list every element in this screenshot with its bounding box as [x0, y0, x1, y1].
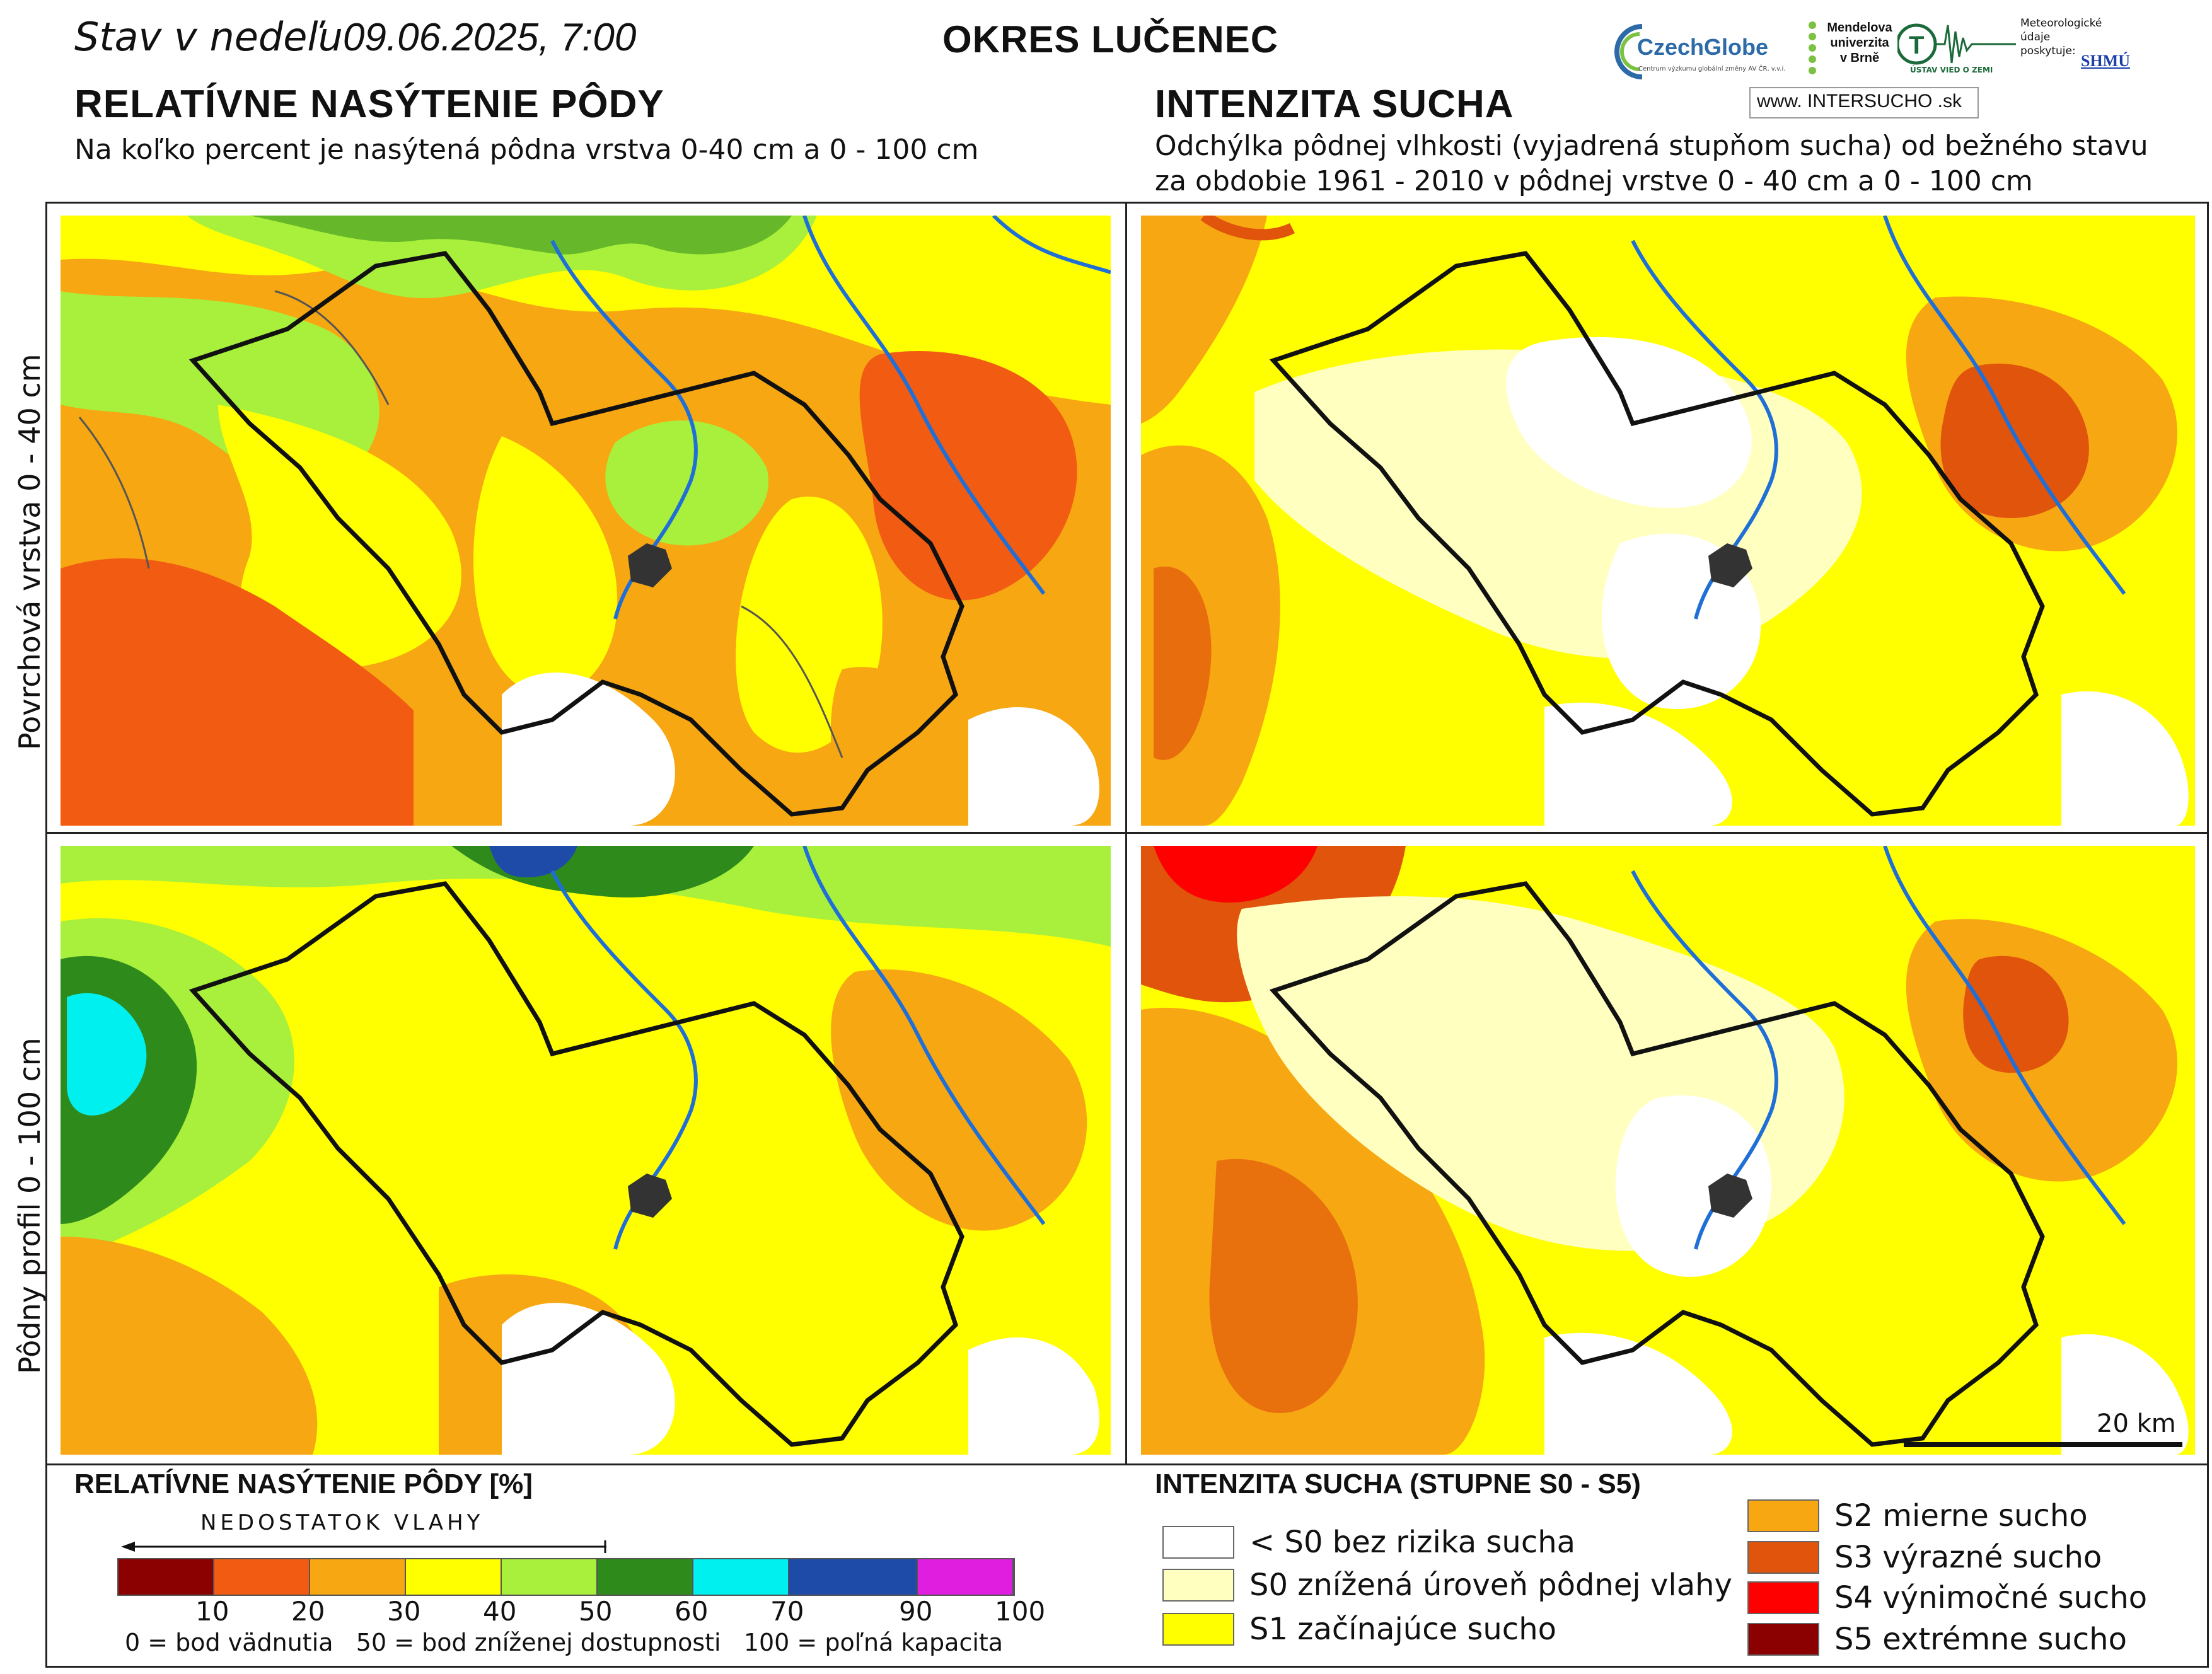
- shmu-text: SHMÚ: [2081, 52, 2130, 70]
- map-drought-topsoil: [1141, 216, 2195, 826]
- legend-label: < S0 bez rizika sucha: [1249, 1525, 1576, 1560]
- tick-label: 100: [995, 1596, 1046, 1627]
- tick-label: 70: [770, 1596, 804, 1627]
- legend-swatch: [1162, 1613, 1234, 1646]
- czechglobe-logo: CzechGlobe Centrum výzkumu globální změn…: [1611, 20, 1793, 89]
- scale-label: 20 km: [2097, 1409, 2176, 1438]
- right-title: INTENZITA SUCHA: [1155, 83, 1514, 126]
- panel-divider-legend: [45, 1463, 2209, 1465]
- seismograph-icon: T: [1897, 23, 2016, 65]
- date-label: Stav v nedeľu09.06.2025, 7:00: [74, 14, 636, 60]
- row-label-top: Povrchová vrstva 0 - 40 cm: [13, 354, 47, 750]
- intersucho-logo[interactable]: www. INTERSUCHO .sk: [1749, 87, 1979, 118]
- color-bar-segment: [214, 1559, 310, 1595]
- legend-label: S0 znížená úroveň pôdnej vlahy: [1249, 1567, 1732, 1603]
- map-saturation-topsoil: [61, 216, 1111, 826]
- legend-swatch: [1747, 1499, 1819, 1532]
- drought-legend-item: S2 mierne sucho: [1747, 1498, 2088, 1534]
- left-subtitle: Na koľko percent je nasýtená pôdna vrstv…: [74, 134, 979, 166]
- scale-bar: [1904, 1442, 2182, 1447]
- intersucho-text: www. INTERSUCHO .sk: [1757, 91, 1962, 112]
- color-bar-segment: [789, 1559, 918, 1595]
- date-value: 09.06.2025, 7:00: [342, 16, 637, 59]
- legend-saturation-footnote: 0 = bod vädnutia 50 = bod zníženej dostu…: [125, 1629, 1004, 1656]
- drought-legend-item: S3 výrazné sucho: [1747, 1539, 2102, 1576]
- shmu-logo: Meteorologické údaje poskytuje: SHMÚ: [2020, 16, 2134, 86]
- color-bar-segment: [119, 1559, 214, 1595]
- tick-label: 60: [675, 1596, 709, 1627]
- color-bar-segment: [406, 1559, 502, 1595]
- map-saturation-profile: [61, 846, 1111, 1455]
- main-frame: [45, 202, 2209, 1668]
- color-bar-segment: [693, 1559, 789, 1595]
- legend-label: S5 extrémne sucho: [1834, 1622, 2127, 1657]
- right-subtitle-line2: za obdobie 1961 - 2010 v pôdnej vrstve 0…: [1155, 165, 2033, 197]
- legend-label: S1 začínajúce sucho: [1249, 1612, 1556, 1647]
- legend-swatch: [1747, 1581, 1819, 1614]
- mendel-dots-icon: [1809, 21, 1816, 74]
- region-title: OKRES LUČENEC: [942, 18, 1279, 61]
- czechglobe-sub: Centrum výzkumu globální změny AV ČR, v.…: [1638, 66, 1786, 72]
- tick-label: 50: [579, 1596, 613, 1627]
- drought-legend-item: S1 začínajúce sucho: [1162, 1611, 1556, 1648]
- legend-swatch: [1162, 1569, 1234, 1602]
- tick-label: 90: [899, 1596, 933, 1627]
- color-bar-segment: [310, 1559, 406, 1595]
- legend-swatch: [1747, 1623, 1819, 1656]
- legend-swatch: [1747, 1541, 1819, 1574]
- shmu-caption: Meteorologické údaje poskytuje:: [2020, 17, 2102, 57]
- mendel-logo: Mendelova univerzita v Brně: [1800, 18, 1894, 87]
- saturation-color-bar: [117, 1558, 1015, 1596]
- color-bar-segment: [918, 1559, 1014, 1595]
- tick-label: 30: [387, 1596, 421, 1627]
- czechglobe-swirl-icon: [1614, 24, 1643, 79]
- tick-label: 20: [291, 1596, 325, 1627]
- czechglobe-text: CzechGlobe: [1637, 34, 1769, 60]
- legend-swatch: [1162, 1526, 1234, 1559]
- panel-divider-middle: [45, 832, 2209, 834]
- legend-label: S3 výrazné sucho: [1834, 1540, 2102, 1575]
- mendel-text: Mendelova univerzita v Brně: [1827, 21, 1892, 65]
- right-subtitle-line1: Odchýlka pôdnej vlhkosti (vyjadrená stup…: [1155, 130, 2148, 162]
- left-title: RELATÍVNE NASÝTENIE PÔDY: [74, 83, 664, 126]
- drought-legend-item: S5 extrémne sucho: [1747, 1621, 2127, 1658]
- drought-legend-item: S0 znížená úroveň pôdnej vlahy: [1162, 1567, 1732, 1603]
- drought-legend-item: < S0 bez rizika sucha: [1162, 1524, 1575, 1561]
- tick-label: 40: [483, 1596, 517, 1627]
- tick-label: 10: [195, 1596, 229, 1627]
- color-bar-segment: [502, 1559, 598, 1595]
- legend-saturation-title: RELATÍVNE NASÝTENIE PÔDY [%]: [74, 1469, 533, 1499]
- map-drought-profile: [1141, 846, 2195, 1455]
- partner-logos: CzechGlobe Centrum výzkumu globální změn…: [1611, 13, 2134, 120]
- legend-drought-title: INTENZITA SUCHA (STUPNE S0 - S5): [1155, 1469, 1641, 1499]
- uvz-text: ÚSTAV VIED O ZEMI: [1910, 66, 1993, 74]
- legend-arrow-label: NEDOSTATOK VLAHY: [200, 1510, 484, 1535]
- left-arrow-icon: [121, 1540, 606, 1553]
- drought-legend-item: S4 výnimočné sucho: [1747, 1579, 2147, 1616]
- svg-text:T: T: [1909, 32, 1924, 59]
- uvz-logo: T ÚSTAV VIED O ZEMI: [1897, 19, 2017, 88]
- row-label-bottom: Pôdny profil 0 - 100 cm: [13, 1037, 47, 1374]
- date-prefix: Stav v nedeľu: [74, 14, 343, 60]
- legend-label: S2 mierne sucho: [1834, 1498, 2088, 1533]
- legend-label: S4 výnimočné sucho: [1834, 1580, 2148, 1615]
- color-bar-segment: [598, 1559, 693, 1595]
